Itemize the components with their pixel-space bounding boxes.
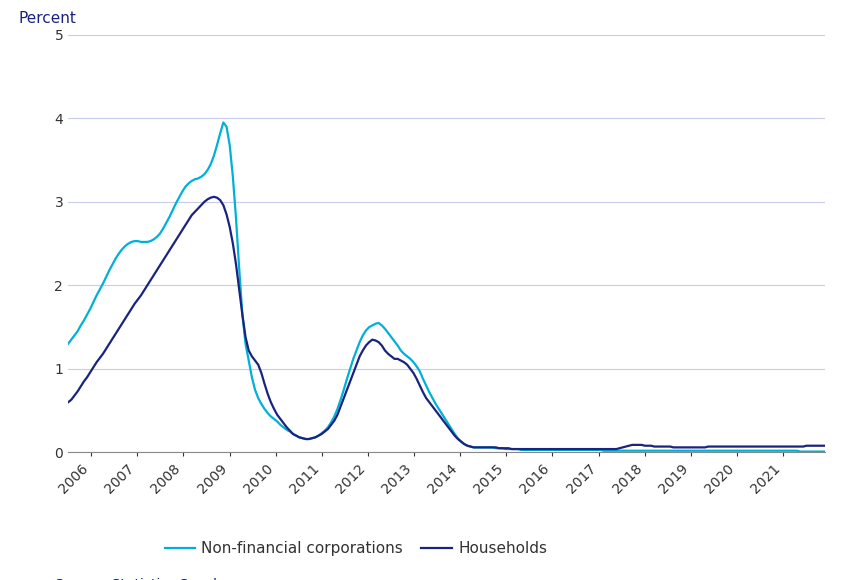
Non-financial corporations	[769, 447, 780, 454]
Households	[114, 325, 124, 332]
Non-financial corporations	[820, 448, 831, 455]
Households	[63, 399, 73, 406]
Households	[323, 426, 333, 433]
Non-financial corporations	[94, 286, 105, 293]
Non-financial corporations	[795, 448, 805, 455]
Non-financial corporations	[114, 250, 124, 257]
Text: Percent: Percent	[19, 12, 77, 27]
Text: Source: Statistics Sweden: Source: Statistics Sweden	[55, 578, 235, 580]
Households	[570, 445, 580, 452]
Line: Households: Households	[68, 197, 825, 449]
Non-financial corporations	[218, 119, 228, 126]
Line: Non-financial corporations: Non-financial corporations	[68, 122, 825, 452]
Non-financial corporations	[184, 180, 194, 187]
Households	[94, 354, 105, 361]
Legend: Non-financial corporations, Households: Non-financial corporations, Households	[158, 535, 553, 563]
Households	[184, 217, 194, 224]
Households	[506, 445, 517, 452]
Households	[208, 193, 219, 200]
Non-financial corporations	[567, 447, 577, 454]
Non-financial corporations	[63, 340, 73, 347]
Households	[773, 443, 783, 450]
Households	[820, 442, 831, 449]
Non-financial corporations	[323, 424, 333, 431]
